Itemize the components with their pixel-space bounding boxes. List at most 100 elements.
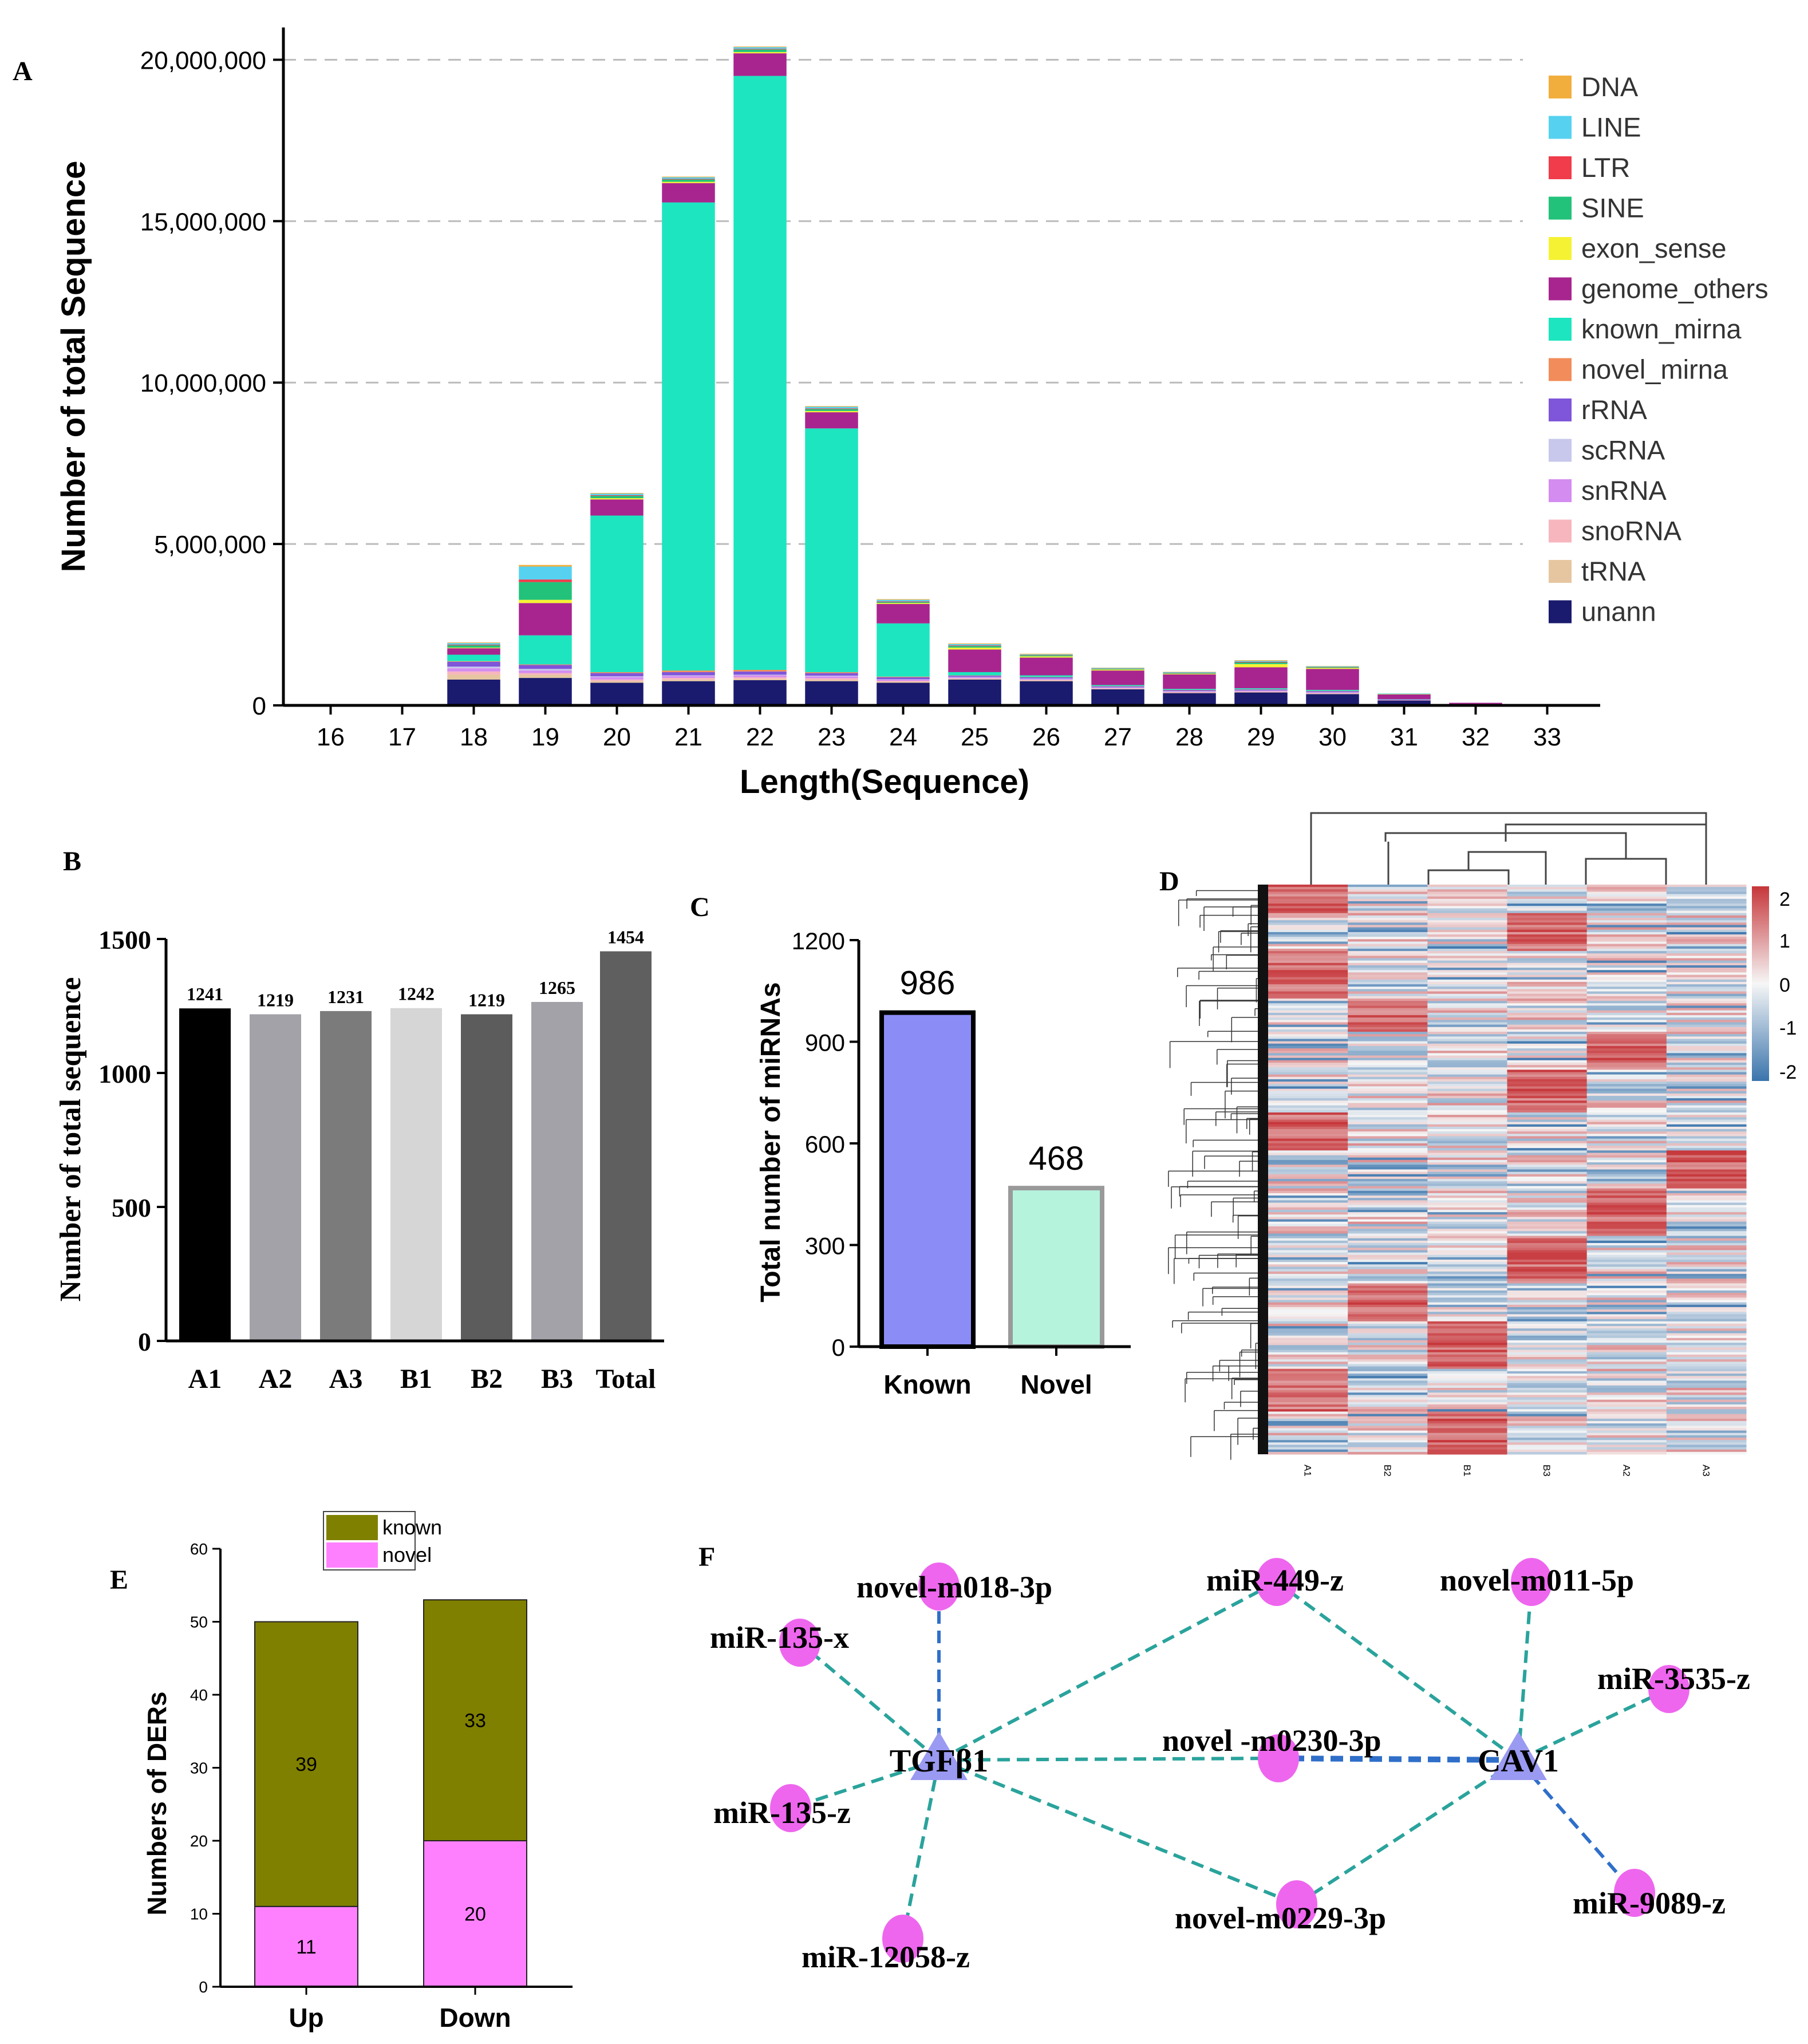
column-label: B2 — [1382, 1465, 1393, 1477]
legend-swatch — [1549, 358, 1572, 381]
heatmap-cell — [1666, 1171, 1747, 1175]
heatmap-cell — [1427, 1157, 1507, 1161]
heatmap-cell — [1586, 1323, 1667, 1327]
heatmap-cell — [1507, 1167, 1588, 1170]
heatmap-cell — [1348, 946, 1428, 949]
heatmap-cell — [1507, 1165, 1588, 1167]
heatmap-cell — [1427, 1198, 1507, 1201]
heatmap-cell — [1427, 1112, 1507, 1115]
heatmap-cell — [1427, 1010, 1507, 1013]
heatmap-cell — [1427, 1055, 1507, 1059]
heatmap-cell — [1666, 1055, 1747, 1059]
heatmap-cell — [1507, 1082, 1588, 1084]
heatmap-cell — [1586, 1380, 1667, 1384]
heatmap-cell — [1348, 1022, 1428, 1025]
heatmap-cell — [1427, 1039, 1507, 1042]
heatmap-cell — [1348, 1423, 1428, 1426]
heatmap-cell — [1348, 1378, 1428, 1381]
heatmap-cell — [1427, 1383, 1507, 1386]
heatmap-cell — [1268, 1110, 1348, 1113]
heatmap-cell — [1427, 968, 1507, 970]
heatmap-cell — [1348, 1345, 1428, 1348]
heatmap-cell — [1666, 1281, 1747, 1284]
heatmap-cell — [1348, 920, 1428, 923]
heatmap-cell — [1268, 1302, 1348, 1305]
heatmap-cell — [1348, 1029, 1428, 1032]
heatmap-cell — [1507, 1451, 1588, 1455]
heatmap-cell — [1427, 1181, 1507, 1184]
heatmap-cell — [1427, 1414, 1507, 1417]
heatmap-cell — [1348, 979, 1428, 982]
heatmap-cell — [1666, 1383, 1747, 1386]
mirna-label: novel-m0229-3p — [1175, 1901, 1386, 1935]
bar-segment-unann — [590, 682, 644, 705]
heatmap-cell — [1666, 1376, 1747, 1379]
heatmap-cell — [1507, 1155, 1588, 1158]
heatmap-cell — [1666, 1027, 1747, 1030]
heatmap-cell — [1348, 991, 1428, 995]
bar-value-label: 1241 — [187, 984, 223, 1004]
heatmap-cell — [1586, 1221, 1667, 1225]
heatmap-cell — [1268, 887, 1348, 890]
heatmap-cell — [1666, 1447, 1747, 1450]
heatmap-cell — [1427, 1214, 1507, 1217]
heatmap-cell — [1666, 1001, 1747, 1004]
heatmap-cell — [1427, 1103, 1507, 1106]
heatmap-cell — [1348, 1335, 1428, 1339]
heatmap-cell — [1507, 891, 1588, 895]
heatmap-cell — [1268, 1162, 1348, 1165]
heatmap-cell — [1427, 1288, 1507, 1291]
heatmap-cell — [1268, 1288, 1348, 1291]
heatmap-cell — [1666, 1079, 1747, 1082]
heatmap-cell — [1268, 1321, 1348, 1324]
panel-b-y-label: Number of total sequence — [54, 977, 87, 1302]
heatmap-cell — [1666, 1335, 1747, 1339]
heatmap-cell — [1268, 1209, 1348, 1213]
heatmap-cell — [1586, 1193, 1667, 1196]
heatmap-cell — [1586, 941, 1667, 945]
heatmap-cell — [1427, 901, 1507, 904]
heatmap-cell — [1507, 1221, 1588, 1225]
heatmap-cell — [1586, 946, 1667, 949]
heatmap-cell — [1348, 953, 1428, 956]
heatmap-cell — [1268, 1217, 1348, 1220]
heatmap-cell — [1586, 1065, 1667, 1068]
heatmap-cell — [1586, 1112, 1667, 1115]
panel-d-colorbar-ticks: 210-1-2 — [1779, 889, 1797, 1083]
heatmap-cell — [1348, 1264, 1428, 1267]
heatmap-cell — [1268, 910, 1348, 914]
heatmap-cell — [1586, 1045, 1667, 1049]
heatmap-cell — [1507, 1264, 1588, 1267]
heatmap-cell — [1427, 1036, 1507, 1039]
heatmap-cell — [1507, 1390, 1588, 1393]
heatmap-cell — [1666, 1072, 1747, 1075]
legend-swatch — [326, 1515, 378, 1540]
heatmap-cell — [1268, 1095, 1348, 1099]
heatmap-cell — [1348, 1020, 1428, 1023]
heatmap-cell — [1666, 1115, 1747, 1118]
heatmap-cell — [1427, 1167, 1507, 1170]
heatmap-cell — [1427, 1447, 1507, 1450]
heatmap-cell — [1268, 1297, 1348, 1301]
heatmap-cell — [1427, 1174, 1507, 1177]
heatmap-cell — [1666, 889, 1747, 892]
mirna-label: miR-449-z — [1206, 1563, 1344, 1597]
x-tick-label: A1 — [188, 1364, 222, 1394]
legend-entry: novel_mirna — [1581, 354, 1728, 385]
heatmap-cell — [1586, 991, 1667, 995]
heatmap-cell — [1348, 1027, 1428, 1030]
bar-segment-rRNA — [805, 673, 858, 676]
heatmap-cell — [1666, 1060, 1747, 1063]
heatmap-cell — [1268, 968, 1348, 970]
heatmap-cell — [1666, 958, 1747, 961]
mirna-label: miR-3535-z — [1597, 1662, 1750, 1696]
heatmap-cell — [1268, 977, 1348, 980]
bar-segment-scRNA — [877, 679, 930, 680]
heatmap-cell — [1348, 1190, 1428, 1194]
heatmap-cell — [1666, 1248, 1747, 1250]
heatmap-cell — [1586, 1003, 1667, 1006]
heatmap-cell — [1507, 1380, 1588, 1384]
heatmap-cell — [1666, 1416, 1747, 1419]
bar-segment-tRNA — [447, 674, 500, 680]
heatmap-cell — [1348, 906, 1428, 909]
